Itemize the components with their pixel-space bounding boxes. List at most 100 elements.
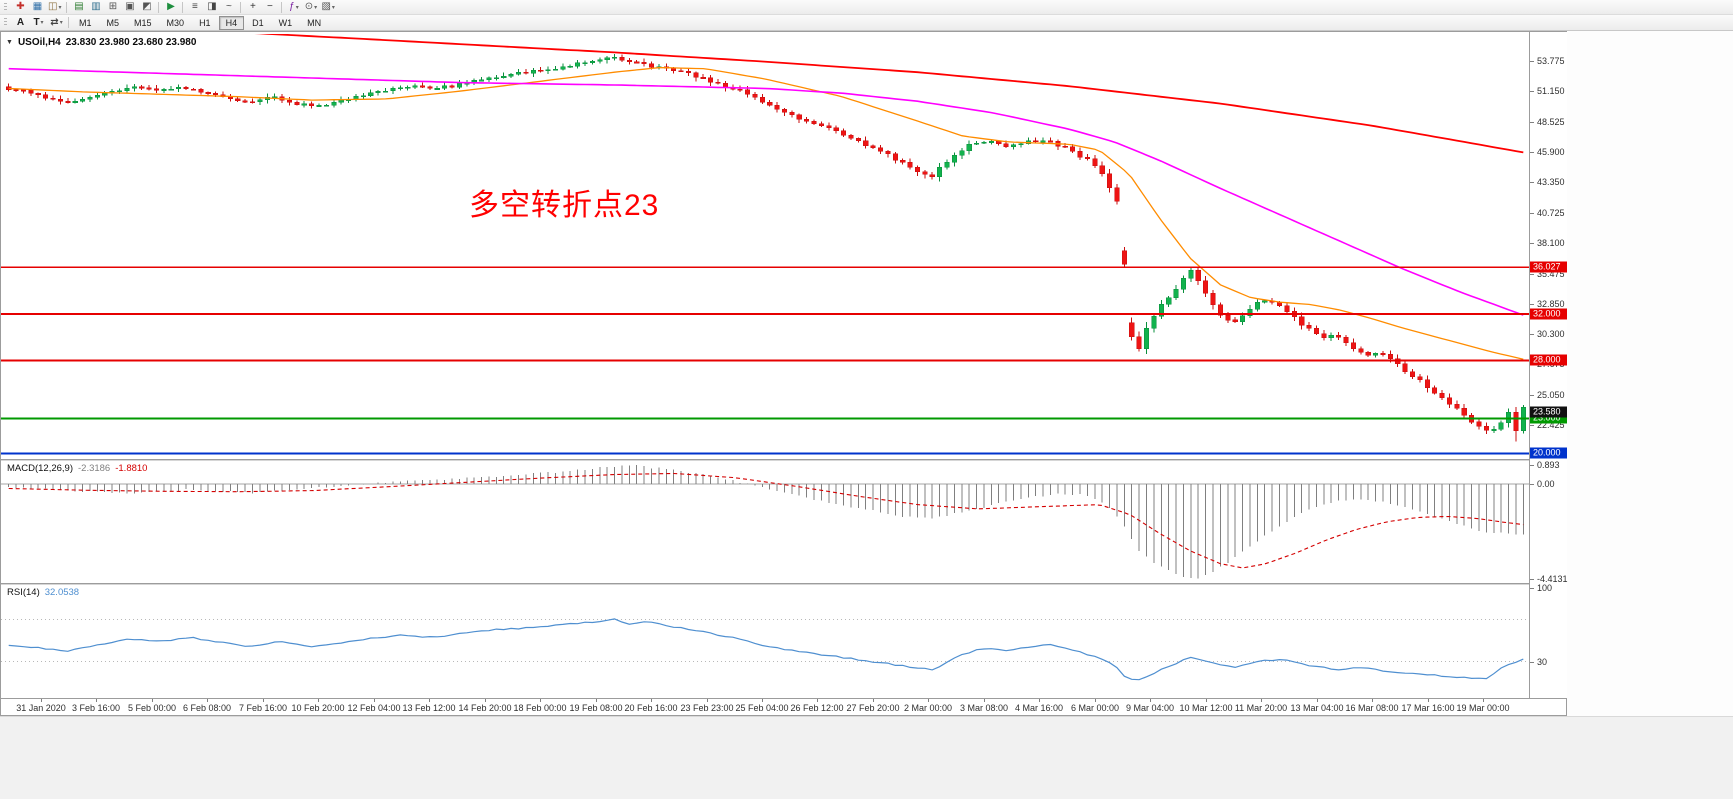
time-scale-tick [928, 699, 929, 702]
price-scale-label: 22.425 [1537, 420, 1565, 430]
strategy-tester-icon: ◩ [142, 1, 152, 12]
time-scale-tick [429, 699, 430, 702]
chevron-down-icon: ▾ [295, 4, 299, 11]
periods-button[interactable]: ⊙ ▾ [302, 1, 319, 14]
candles-chart-button[interactable]: ◨ [203, 1, 220, 14]
candles-chart-icon: ◨ [207, 1, 217, 12]
indicators-icon: ƒ [289, 1, 295, 12]
time-scale-tick [1483, 699, 1484, 702]
timeframe-h1-button[interactable]: H1 [199, 17, 211, 28]
timeframe-mn-button[interactable]: MN [307, 17, 322, 28]
time-scale-label: 3 Mar 08:00 [959, 703, 1009, 713]
time-axis[interactable]: 31 Jan 2020 3 Feb 16:00 5 Feb 00:00 6 Feb 0… [1, 698, 1566, 715]
toolbar-standard: ✚ ▦ ◫ ▾ ▤ ▥ ⊞ ▣ ◩ ▶ ≡ ◨ ~ + − ƒ ▾ ⊙ ▾ ▧ ▾ [0, 0, 1733, 15]
time-scale-label: 26 Feb 12:00 [790, 703, 844, 713]
templates-button[interactable]: ▧ ▾ [319, 1, 336, 14]
chart-menu-icon[interactable]: ▼ [6, 39, 13, 46]
time-scale-label: 31 Jan 2020 [16, 703, 66, 713]
timeframes-toolbar: M1 M5 M15 M30 H1 H4 D1 W1 MN [72, 15, 328, 31]
terminal-button[interactable]: ▣ [121, 1, 138, 14]
line-chart-button[interactable]: ~ [220, 1, 237, 14]
macd-signal-value: -1.8810 [115, 463, 148, 474]
chevron-down-icon: ▾ [58, 4, 62, 11]
time-scale-label: 3 Feb 16:00 [71, 703, 121, 713]
price-scale-tick [1530, 425, 1534, 426]
profiles-icon: ◫ [48, 1, 58, 12]
ma-mid-line[interactable] [8, 67, 1524, 316]
data-window-button[interactable]: ▥ [87, 1, 104, 14]
timeframe-h4-button[interactable]: H4 [218, 15, 245, 30]
time-scale-tick [540, 699, 541, 702]
macd-scale-tick [1530, 579, 1534, 580]
macd-panel-canvas[interactable] [1, 461, 1529, 583]
time-scale-tick [1428, 699, 1429, 702]
chart-ohlc-values: 23.830 23.980 23.680 23.980 [65, 37, 197, 48]
price-scale-tick [1530, 395, 1534, 396]
level-price-tag: 32.000 [1530, 308, 1567, 320]
panel-separator[interactable] [1, 583, 1566, 585]
zoom-out-button[interactable]: − [261, 1, 278, 14]
chevron-down-icon: ▾ [40, 20, 44, 26]
arrow-tool-icon: T [33, 16, 40, 28]
time-scale-tick [152, 699, 153, 702]
navigator-button[interactable]: ⊞ [104, 1, 121, 14]
chart-annotation-text[interactable]: 多空转折点23 [469, 189, 660, 222]
chevron-down-icon: ▾ [59, 20, 63, 26]
rsi-scale-label: 30 [1537, 657, 1548, 667]
time-scale-label: 11 Mar 20:00 [1234, 703, 1288, 713]
timeframe-m1-button[interactable]: M1 [79, 17, 92, 28]
price-axis[interactable]: 53.775 51.150 48.525 45.900 43.350 40.725 38.1… [1529, 32, 1568, 698]
time-scale-label: 19 Mar 00:00 [1456, 703, 1510, 713]
time-scale-tick [1317, 699, 1318, 702]
macd-name: MACD(12,26,9) [7, 463, 73, 474]
line-studies-button[interactable]: ⇄ ▾ [48, 16, 65, 29]
timeframe-m30-button[interactable]: M30 [166, 17, 185, 28]
indicators-button[interactable]: ƒ ▾ [285, 1, 302, 14]
time-scale-tick [873, 699, 874, 702]
main-price-chart[interactable] [1, 34, 1529, 459]
macd-scale-label: 0.893 [1537, 460, 1560, 470]
price-scale-tick [1530, 122, 1534, 123]
time-scale-tick [817, 699, 818, 702]
new-chart-button[interactable]: ▦ [29, 1, 46, 14]
arrow-tool-button[interactable]: T ▾ [30, 16, 47, 29]
strategy-tester-button[interactable]: ◩ [138, 1, 155, 14]
time-scale-label: 9 Mar 04:00 [1125, 703, 1175, 713]
bars-chart-button[interactable]: ≡ [186, 1, 203, 14]
timeframe-m15-button[interactable]: M15 [134, 17, 152, 28]
toolbar-grip[interactable] [4, 18, 7, 27]
chevron-down-icon: ▾ [314, 4, 318, 11]
ma-fast-line[interactable] [8, 67, 1524, 360]
panel-separator[interactable] [1, 459, 1566, 461]
rsi-line [8, 618, 1524, 681]
timeframe-d1-button[interactable]: D1 [252, 17, 264, 28]
new-order-button[interactable]: ✚ [12, 1, 29, 14]
time-scale-label: 16 Mar 08:00 [1345, 703, 1399, 713]
rsi-scale-label: 100 [1537, 583, 1553, 593]
time-scale-tick [1150, 699, 1151, 702]
price-scale-label: 48.525 [1537, 117, 1565, 127]
zoom-in-button[interactable]: + [244, 1, 261, 14]
market-watch-icon: ▤ [74, 1, 84, 12]
ma-slow-line[interactable] [9, 34, 1524, 154]
time-scale-tick [707, 699, 708, 702]
line-chart-icon: ~ [226, 1, 232, 12]
price-scale-tick [1530, 182, 1534, 183]
timeframe-w1-button[interactable]: W1 [278, 17, 293, 28]
chart-window: ▼ USOil,H4 23.830 23.980 23.680 23.980 多… [0, 31, 1568, 716]
profiles-button[interactable]: ◫ ▾ [46, 1, 63, 14]
toolbar-grip[interactable] [4, 2, 7, 12]
market-watch-button[interactable]: ▤ [70, 1, 87, 14]
periods-icon: ⊙ [304, 1, 314, 12]
time-scale-tick [651, 699, 652, 702]
price-scale-tick [1530, 152, 1534, 153]
time-scale-tick [485, 699, 486, 702]
level-price-tag: 28.000 [1530, 354, 1567, 366]
rsi-panel-canvas[interactable] [1, 585, 1529, 698]
text-tool-button[interactable]: A [12, 16, 29, 29]
autotrading-button[interactable]: ▶ [162, 1, 179, 14]
time-scale-tick [207, 699, 208, 702]
timeframe-m5-button[interactable]: M5 [106, 17, 120, 28]
price-scale-tick [1530, 274, 1534, 275]
